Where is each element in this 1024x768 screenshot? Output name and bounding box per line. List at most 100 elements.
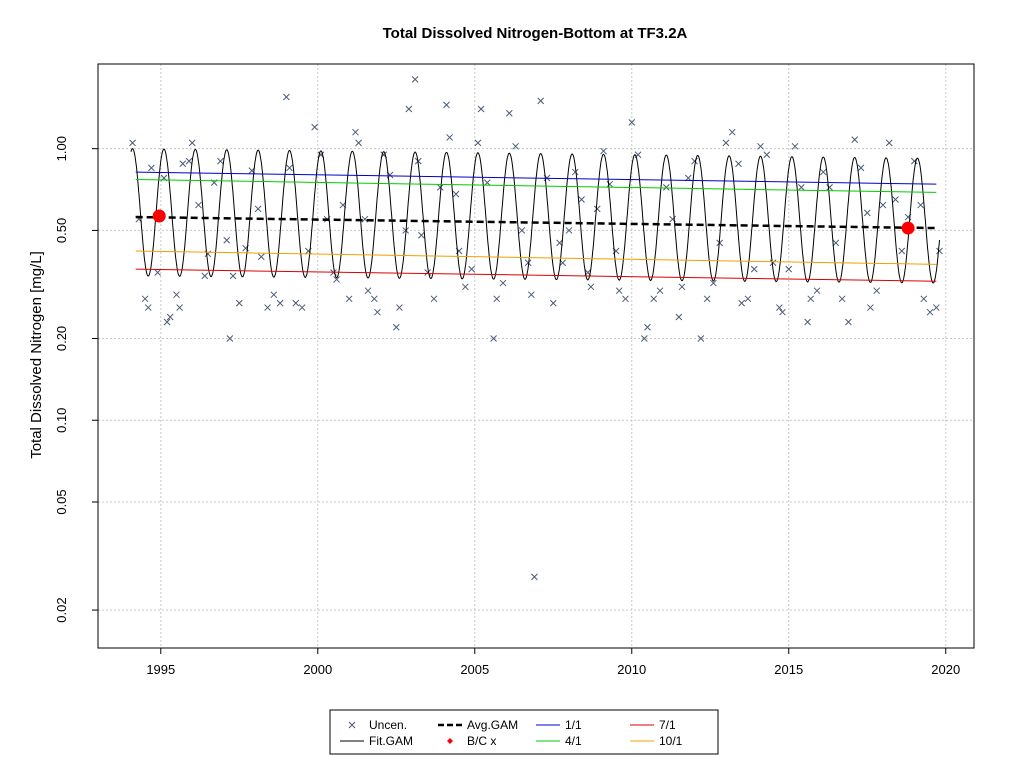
observation-point (857, 164, 865, 172)
observation-point (791, 142, 799, 150)
observation-point (697, 335, 705, 342)
observation-point (819, 168, 827, 176)
y-axis-label: Total Dissolved Nitrogen [mg/L] (28, 251, 45, 459)
observation-point (311, 123, 318, 131)
observation-point (173, 291, 180, 299)
observation-point (807, 295, 815, 303)
observation-point (898, 247, 906, 255)
observation-point (286, 164, 293, 172)
observation-point (144, 304, 152, 311)
observation-point (446, 134, 454, 141)
observation-point (443, 101, 450, 109)
x-tick-label: 2000 (303, 662, 332, 677)
observation-point (235, 299, 243, 307)
observation-point (518, 227, 526, 234)
observation-point (512, 142, 519, 150)
observation-point (452, 190, 460, 198)
observation-point (750, 265, 758, 273)
observation-point (873, 287, 881, 295)
observation-point (722, 139, 730, 147)
observation-point (405, 105, 413, 113)
observation-point (615, 287, 623, 295)
observation-point (863, 209, 871, 217)
observation-point (845, 318, 852, 326)
observation-point (270, 291, 278, 299)
observation-point (163, 318, 171, 326)
observation-point (276, 299, 284, 307)
observation-point (468, 265, 475, 273)
observation-point (505, 109, 513, 117)
observation-point (932, 304, 940, 311)
observation-point (411, 75, 419, 83)
legend-label: 1/1 (565, 718, 582, 732)
observation-point (176, 304, 183, 311)
observation-point (462, 283, 469, 291)
legend: Uncen. Avg.GAM 1/1 7/1 Fit.GAM B/C x 4/1 10/1 (329, 709, 719, 755)
observation-point (744, 295, 752, 303)
observation-point (650, 295, 658, 303)
observation-point (229, 272, 237, 280)
legend-label: 4/1 (565, 734, 582, 748)
observation-point (477, 105, 485, 113)
chart-title: Total Dissolved Nitrogen-Bottom at TF3.2… (383, 25, 688, 42)
bc-x-point (901, 221, 915, 235)
observation-point (283, 93, 290, 101)
observation-point (370, 295, 378, 303)
observation-point (226, 335, 234, 342)
observation-point (826, 184, 833, 191)
observation-point (430, 295, 438, 303)
observation-point (298, 304, 306, 311)
observation-point (892, 196, 899, 203)
observation-point (640, 335, 648, 342)
observation-point (257, 253, 265, 261)
observation-point (728, 128, 736, 136)
observation-point (832, 239, 840, 247)
x-tick-label: 2005 (460, 662, 489, 677)
observation-point (345, 295, 353, 303)
x-tick-label: 2020 (931, 662, 960, 677)
observation-point (675, 313, 683, 321)
y-tick-label: 0.10 (54, 408, 69, 433)
observation-point (223, 236, 231, 244)
observation-point (735, 160, 742, 168)
observation-point (537, 97, 545, 105)
bc-x-point (152, 209, 166, 223)
observation-point (179, 160, 187, 168)
observation-point (738, 299, 746, 307)
observation-point (292, 299, 300, 307)
observation-point (392, 323, 400, 331)
observation-point (917, 201, 924, 209)
observation-point (678, 283, 686, 291)
legend-label: Uncen. (369, 718, 407, 732)
plot-frame (97, 63, 975, 649)
observation-point (264, 304, 271, 311)
observation-point (757, 142, 764, 150)
observation-point (364, 287, 372, 295)
observation-point (436, 184, 444, 191)
observation-point (141, 295, 149, 303)
observation-point (166, 313, 174, 321)
legend-label: 10/1 (659, 734, 683, 748)
observation-point (549, 299, 557, 307)
observation-point (524, 259, 532, 267)
observation-point (565, 227, 573, 234)
observation-point (593, 205, 601, 213)
observation-point (185, 157, 193, 165)
observation-point (129, 139, 136, 147)
observation-point (571, 168, 579, 176)
observation-point (154, 269, 162, 276)
observation-point (656, 287, 664, 295)
observation-point (578, 196, 585, 203)
observation-point (703, 295, 711, 303)
legend-swatch (348, 721, 356, 729)
observation-point (879, 201, 887, 209)
observation-point (600, 147, 607, 155)
observation-point (813, 287, 821, 295)
observation-point (804, 318, 811, 326)
observation-point (217, 157, 224, 165)
observation-point (254, 205, 262, 213)
y-tick-label: 1.00 (54, 136, 69, 161)
legend-box (329, 709, 719, 755)
observation-point (885, 139, 893, 147)
observation-point (691, 157, 698, 165)
